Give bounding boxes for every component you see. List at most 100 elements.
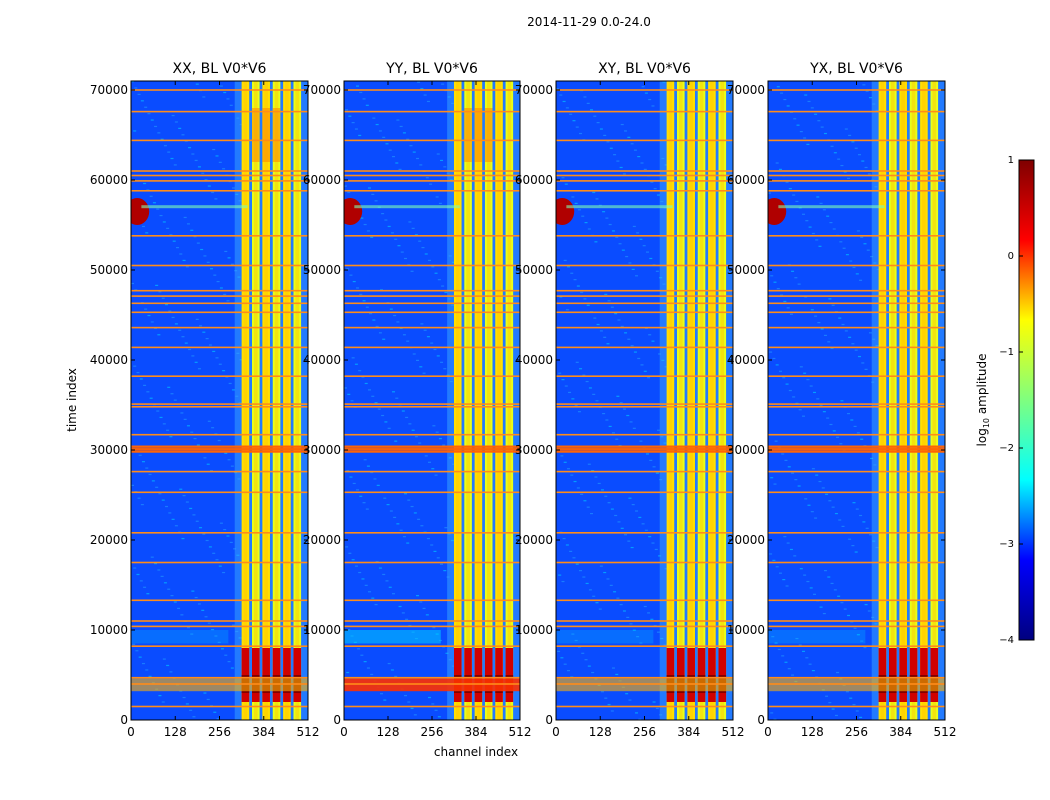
flag-row <box>768 311 945 314</box>
flag-row <box>768 289 945 292</box>
flag-row <box>556 599 733 602</box>
flag-row <box>131 139 308 142</box>
band-column <box>909 81 918 720</box>
flag-row <box>556 311 733 314</box>
flag-row <box>768 491 945 494</box>
flag-row <box>556 433 733 436</box>
x-tick-label: 384 <box>889 725 912 739</box>
suptitle: 2014-11-29 0.0-24.0 <box>527 15 651 29</box>
y-tick-label: 0 <box>120 713 128 727</box>
flag-row <box>344 645 520 647</box>
flag-row <box>344 625 520 628</box>
y-tick-label: 0 <box>757 713 765 727</box>
y-tick-label: 30000 <box>303 443 341 457</box>
band-column <box>930 81 939 720</box>
flag-row <box>344 190 520 192</box>
flag-row <box>344 139 520 142</box>
flag-row <box>131 326 308 329</box>
y-tick-label: 10000 <box>727 623 765 637</box>
band-column <box>454 81 462 720</box>
x-tick-label: 128 <box>801 725 824 739</box>
flag-row <box>344 433 520 436</box>
panel-yy: YY, BL V0*V6 0 128 256 384 512 0 10000 20000 3000… <box>303 61 532 739</box>
x-tick-label: 0 <box>340 725 348 739</box>
y-tick-label: 50000 <box>727 263 765 277</box>
flag-row <box>768 676 945 679</box>
flag-row <box>131 180 308 182</box>
x-tick-label: 256 <box>208 725 231 739</box>
y-tick-label: 70000 <box>90 83 128 97</box>
panel-title: XX, BL V0*V6 <box>173 61 267 77</box>
colorbar-gradient <box>1019 160 1034 640</box>
x-tick-label: 256 <box>421 725 444 739</box>
flag-row <box>344 599 520 602</box>
y-tick-label: 10000 <box>90 623 128 637</box>
x-tick-label: 512 <box>722 725 745 739</box>
flag-row <box>556 620 733 622</box>
y-tick-label: 60000 <box>303 173 341 187</box>
y-tick-label: 60000 <box>727 173 765 187</box>
flag-row <box>556 532 733 534</box>
x-axis-label: channel index <box>434 745 518 759</box>
flag-row <box>768 174 945 177</box>
flag-row <box>768 625 945 628</box>
y-tick-label: 0 <box>545 713 553 727</box>
flag-row <box>344 302 520 305</box>
heatmap-image <box>556 81 733 720</box>
flag-row <box>344 705 520 708</box>
flag-row <box>768 620 945 622</box>
flag-row <box>344 110 520 113</box>
flag-row <box>556 264 733 267</box>
panel-title: XY, BL V0*V6 <box>598 61 691 77</box>
x-tick-label: 512 <box>934 725 957 739</box>
heatmap-image <box>768 81 945 720</box>
x-tick-label: 128 <box>164 725 187 739</box>
y-tick-label: 70000 <box>727 83 765 97</box>
flag-row <box>768 346 945 349</box>
flag-row <box>768 139 945 142</box>
y-tick-label: 30000 <box>515 443 553 457</box>
y-tick-label: 50000 <box>303 263 341 277</box>
colorbar-tick-label: −2 <box>999 443 1014 454</box>
band-column <box>687 81 695 720</box>
flag-row <box>131 311 308 314</box>
flag-row <box>556 174 733 177</box>
flag-row <box>556 139 733 142</box>
flag-row <box>768 190 945 192</box>
flag-row <box>344 170 520 172</box>
flag-row <box>768 326 945 329</box>
rfi-burst <box>344 198 363 225</box>
flag-row <box>768 470 945 473</box>
band-column <box>484 81 493 720</box>
y-tick-label: 10000 <box>303 623 341 637</box>
band-column <box>272 81 281 720</box>
rfi-burst <box>131 198 150 225</box>
flag-row <box>768 645 945 647</box>
x-tick-label: 0 <box>127 725 135 739</box>
y-tick-label: 10000 <box>515 623 553 637</box>
flag-row <box>556 403 733 405</box>
flag-row <box>131 89 308 91</box>
flag-row <box>131 264 308 267</box>
flag-row <box>556 346 733 349</box>
flag-row <box>131 645 308 647</box>
flag-row <box>131 190 308 192</box>
flag-row <box>344 289 520 292</box>
flag-row <box>556 375 733 377</box>
y-tick-label: 40000 <box>303 353 341 367</box>
panel-title: YX, BL V0*V6 <box>809 61 903 77</box>
flag-row <box>768 561 945 564</box>
flag-row <box>344 676 520 679</box>
band-column <box>676 81 685 720</box>
y-tick-label: 60000 <box>515 173 553 187</box>
flag-row <box>344 180 520 182</box>
colorbar-tick-label: 1 <box>1008 155 1014 166</box>
band-column <box>495 81 503 720</box>
flag-row <box>344 403 520 405</box>
x-tick-label: 0 <box>552 725 560 739</box>
flag-row <box>556 289 733 292</box>
flag-row <box>556 491 733 494</box>
flag-row <box>131 683 308 685</box>
y-tick-label: 20000 <box>727 533 765 547</box>
flag-row <box>556 180 733 182</box>
